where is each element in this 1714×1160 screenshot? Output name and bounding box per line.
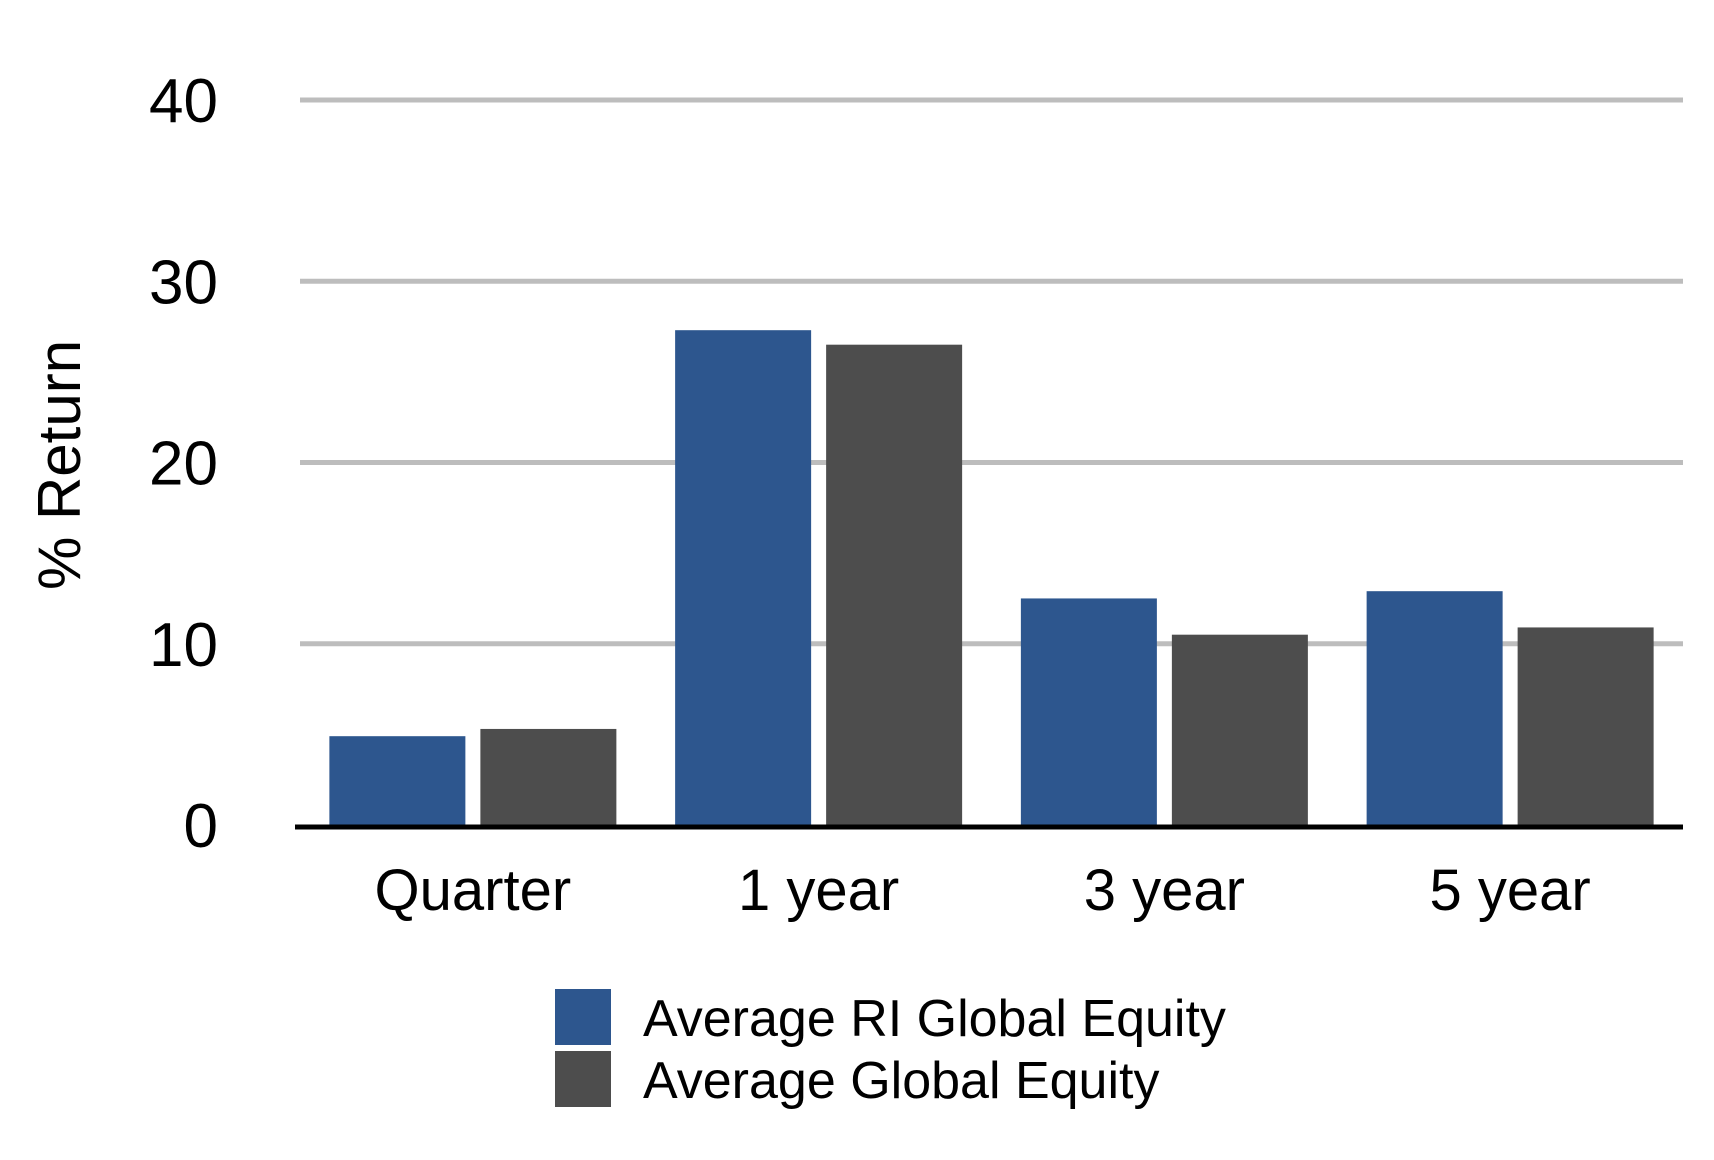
legend-label: Average Global Equity <box>643 1052 1159 1110</box>
x-category-label: Quarter <box>375 858 572 923</box>
x-category-label: 1 year <box>738 858 899 923</box>
legend-swatch <box>555 1051 611 1107</box>
bar-global-equity <box>826 344 963 825</box>
bar-global-equity <box>1517 627 1654 825</box>
bar-ri-global-equity <box>1020 598 1157 825</box>
y-axis-ticks: 0 10 20 30 40 <box>149 67 218 861</box>
x-category-label: 3 year <box>1084 858 1245 923</box>
y-tick-label: 40 <box>149 67 218 136</box>
bar-ri-global-equity <box>329 736 466 825</box>
gridlines <box>300 97 1683 647</box>
y-tick-label: 0 <box>184 792 218 861</box>
legend-label: Average RI Global Equity <box>643 990 1226 1048</box>
y-tick-label: 30 <box>149 248 218 317</box>
bars <box>329 330 1654 825</box>
legend-swatch <box>555 989 611 1045</box>
bar-ri-global-equity <box>675 330 812 825</box>
bar-ri-global-equity <box>1366 591 1503 825</box>
y-tick-label: 10 <box>149 611 218 680</box>
x-category-label: 5 year <box>1430 858 1591 923</box>
bar-global-equity <box>1171 634 1308 825</box>
bar-global-equity <box>480 728 617 825</box>
x-axis-categories: Quarter 1 year 3 year 5 year <box>375 858 1591 923</box>
y-axis-title: % Return <box>26 340 93 590</box>
y-tick-label: 20 <box>149 430 218 499</box>
